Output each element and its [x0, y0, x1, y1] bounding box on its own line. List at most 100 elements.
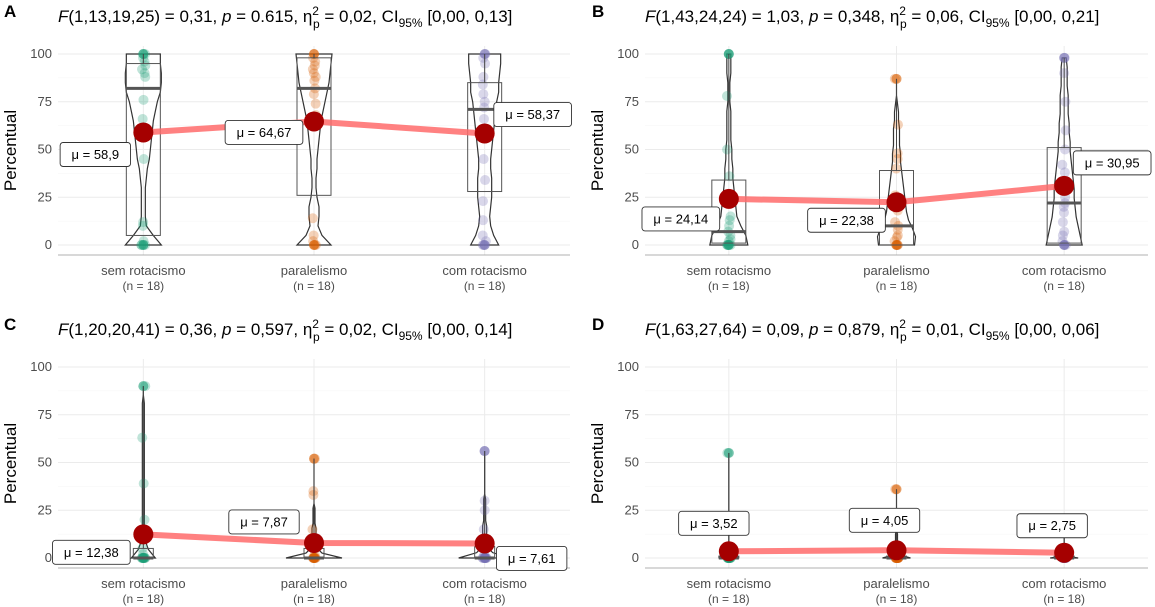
x-tick-n-label: (n = 18)	[122, 279, 164, 293]
title-f: F	[58, 7, 70, 26]
x-tick-label: com rotacismo	[1022, 263, 1107, 278]
x-tick-label: com rotacismo	[442, 263, 527, 278]
title-args: (1,13,19,25) = 0,31,	[68, 7, 222, 26]
panel-title: F(1,43,24,24) = 1,03, p = 0,348, η2 p = 0…	[645, 4, 1099, 31]
title-effect: = 0,02, CI	[320, 320, 399, 339]
title-pval: = 0,879, η	[818, 320, 899, 339]
y-axis-label: Percentual	[588, 423, 607, 504]
data-point	[138, 217, 149, 228]
data-point	[138, 154, 149, 165]
mean-point	[474, 533, 495, 554]
mean-label-text: μ = 24,14	[653, 211, 708, 226]
mean-label: μ = 30,95	[1072, 150, 1152, 176]
y-tick-label: 75	[625, 407, 639, 422]
mean-label-text: μ = 30,95	[1085, 155, 1140, 170]
mean-label: μ = 4,05	[848, 507, 921, 533]
title-effect: = 0,01, CI	[907, 320, 986, 339]
data-point	[310, 71, 321, 82]
y-tick-label: 100	[617, 46, 639, 61]
mean-label: μ = 2,75	[1016, 513, 1088, 539]
x-tick-label: com rotacismo	[1022, 576, 1107, 591]
data-point	[137, 432, 148, 443]
mean-label-text: μ = 3,52	[690, 516, 738, 531]
panel-d: D F(1,63,27,64) = 0,09, p = 0,879, η2 p = …	[588, 315, 1148, 606]
mean-label-text: μ = 64,67	[237, 125, 292, 140]
data-point	[478, 154, 489, 165]
data-point	[724, 220, 735, 231]
data-point	[140, 60, 151, 71]
x-tick-label: paralelismo	[281, 576, 347, 591]
mean-label-box	[493, 102, 572, 127]
x-tick-n-label: (n = 18)	[464, 279, 506, 293]
x-tick-n-label: (n = 18)	[876, 279, 918, 293]
y-tick-label: 75	[38, 94, 52, 109]
data-point	[1058, 207, 1069, 218]
mean-label-box	[228, 509, 300, 535]
violin-outline	[124, 53, 163, 246]
title-pval: = 0,597, η	[231, 320, 312, 339]
data-point	[307, 524, 318, 535]
x-tick-n-label: (n = 18)	[708, 279, 750, 293]
data-point	[479, 96, 490, 107]
data-point	[139, 514, 150, 525]
x-tick-n-label: (n = 18)	[708, 592, 750, 606]
mean-label-box	[59, 142, 131, 167]
mean-point	[474, 123, 495, 144]
violin-outline	[468, 53, 502, 246]
data-point	[1060, 144, 1071, 155]
mean-label: μ = 7,61	[496, 546, 568, 571]
violin-outline	[295, 53, 333, 246]
y-tick-label: 25	[38, 502, 52, 517]
data-point	[308, 489, 319, 500]
x-tick-label: sem rotacismo	[687, 576, 772, 591]
data-point	[480, 175, 491, 186]
x-tick-label: paralelismo	[863, 576, 929, 591]
panel-letter: D	[592, 315, 604, 334]
mean-label-text: μ = 12,38	[64, 545, 119, 560]
mean-label-box	[1072, 150, 1152, 176]
mean-point	[718, 188, 739, 209]
x-tick-label: com rotacismo	[442, 576, 527, 591]
y-tick-label: 50	[625, 142, 639, 157]
mean-label: μ = 58,37	[493, 102, 572, 127]
title-sup: 2	[899, 4, 906, 18]
title-args: (1,43,24,24) = 1,03,	[655, 7, 809, 26]
data-point	[308, 68, 319, 79]
y-tick-label: 25	[38, 189, 52, 204]
data-point	[478, 524, 489, 535]
x-tick-n-label: (n = 18)	[1043, 279, 1085, 293]
title-p: p	[221, 320, 231, 339]
mean-point	[133, 122, 154, 143]
data-point	[137, 220, 148, 231]
data-point	[725, 211, 736, 222]
title-sup: 2	[312, 4, 319, 18]
title-sup: 2	[312, 317, 319, 331]
data-point	[723, 240, 734, 250]
data-point	[139, 56, 150, 67]
mean-point	[133, 524, 154, 545]
x-tick-n-label: (n = 18)	[876, 592, 918, 606]
panel-b: B F(1,43,24,24) = 1,03, p = 0,348, η2 p = …	[588, 2, 1152, 293]
data-point	[478, 89, 489, 100]
data-point	[1057, 230, 1068, 241]
data-point	[309, 240, 319, 250]
data-point	[892, 154, 903, 165]
x-tick-n-label: (n = 18)	[293, 592, 335, 606]
data-point	[478, 113, 489, 124]
mean-label: μ = 24,14	[641, 206, 721, 232]
data-point	[310, 98, 321, 109]
mean-point	[886, 192, 907, 213]
data-point	[479, 240, 490, 250]
data-point	[307, 64, 318, 75]
y-axis-label: Percentual	[1, 423, 20, 504]
mean-label-box	[496, 546, 568, 571]
mean-label-box	[52, 539, 131, 565]
data-point	[722, 144, 733, 155]
title-ci: [0,00, 0,21]	[1010, 7, 1100, 26]
mean-label: μ = 12,38	[52, 539, 131, 565]
x-tick-n-label: (n = 18)	[293, 279, 335, 293]
title-args: (1,63,27,64) = 0,09,	[655, 320, 809, 339]
y-tick-label: 0	[632, 237, 639, 252]
mean-point	[304, 111, 324, 132]
